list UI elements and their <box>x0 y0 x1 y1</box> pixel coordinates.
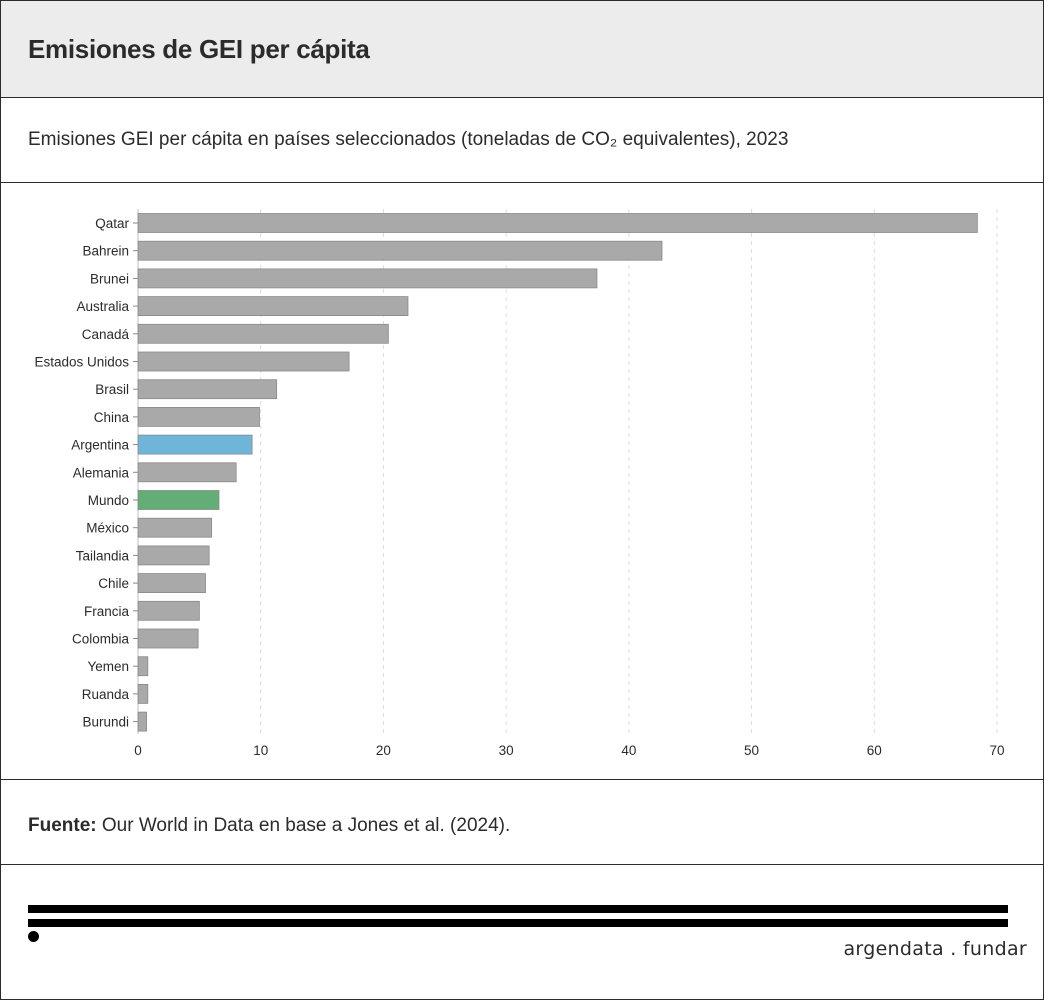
bar-chile <box>137 573 206 594</box>
page-title: Emisiones de GEI per cápita <box>28 34 370 64</box>
source-text: Our World in Data en base a Jones et al.… <box>101 815 511 836</box>
category-label-burundi: Burundi <box>82 715 129 730</box>
bar-china <box>137 406 260 427</box>
bar-burundi <box>137 711 147 732</box>
chart-subtitle: Emisiones GEI per cápita en países selec… <box>28 129 789 150</box>
category-label-mexico: México <box>86 521 129 536</box>
category-label-tailandia: Tailandia <box>76 548 130 563</box>
category-label-brasil: Brasil <box>95 382 129 397</box>
category-label-argentina: Argentina <box>71 438 129 453</box>
bar-francia <box>137 600 200 621</box>
x-tick-label-50: 50 <box>744 743 759 758</box>
bar-tailandia <box>137 545 210 566</box>
bar-colombia <box>137 628 199 649</box>
category-label-china: China <box>94 410 130 425</box>
category-label-qatar: Qatar <box>95 216 129 231</box>
x-tick-label-10: 10 <box>253 743 268 758</box>
brand-stripe-bottom <box>28 919 1008 927</box>
category-label-bahrein: Bahrein <box>82 244 129 259</box>
x-tick-label-20: 20 <box>376 743 391 758</box>
source-section: Fuente: Our World in Data en base a Jone… <box>1 780 1043 865</box>
brand-dot-icon <box>28 931 39 942</box>
bar-ruanda <box>137 683 149 704</box>
category-label-yemen: Yemen <box>87 659 129 674</box>
chart-section: Qatar Bahrein Brunei Australia Canadá Estados… <box>1 183 1043 780</box>
x-tick-label-60: 60 <box>867 743 882 758</box>
bar-mexico <box>137 517 213 538</box>
category-label-colombia: Colombia <box>72 632 130 647</box>
category-label-canada: Canadá <box>82 327 130 342</box>
category-label-francia: Francia <box>84 604 130 619</box>
category-label-ruanda: Ruanda <box>82 687 130 702</box>
category-label-brunei: Brunei <box>90 271 129 286</box>
brand-footer: argendata . fundar <box>1 865 1043 999</box>
bar-alemania <box>137 462 237 483</box>
x-tick-label-0: 0 <box>134 743 142 758</box>
x-tick-label-30: 30 <box>499 743 514 758</box>
header: Emisiones de GEI per cápita <box>1 1 1043 98</box>
brand-logo: argendata . fundar <box>843 938 1027 960</box>
source-label: Fuente: <box>28 815 97 836</box>
bar-chart: Qatar Bahrein Brunei Australia Canadá Estados… <box>34 209 1005 758</box>
subtitle-section: Emisiones GEI per cápita en países selec… <box>1 98 1043 183</box>
category-label-australia: Australia <box>76 299 129 314</box>
brand-stripe-top <box>28 905 1008 913</box>
bar-argentina <box>137 434 253 455</box>
bar-brasil <box>137 379 278 400</box>
bar-bahrein <box>137 240 663 261</box>
bar-mundo <box>137 490 220 510</box>
bar-australia <box>137 296 409 316</box>
bar-qatar <box>137 213 978 233</box>
category-label-mundo: Mundo <box>88 493 129 508</box>
source-note: Fuente: Our World in Data en base a Jone… <box>28 815 510 837</box>
bar-yemen <box>137 656 149 677</box>
x-tick-label-70: 70 <box>989 743 1004 758</box>
category-label-chile: Chile <box>98 576 129 591</box>
bar-brunei <box>137 268 598 289</box>
bar-canada <box>137 323 389 344</box>
x-tick-label-40: 40 <box>621 743 636 758</box>
category-label-alemania: Alemania <box>73 465 130 480</box>
bar-estados-unidos <box>137 351 350 372</box>
category-label-estados-unidos: Estados Unidos <box>34 355 129 370</box>
